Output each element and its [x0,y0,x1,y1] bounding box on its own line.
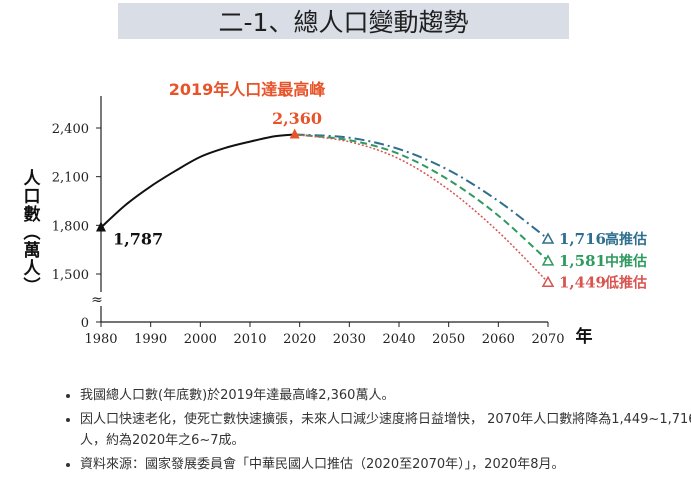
note-item: 資料來源：國家發展委員會「中華民國人口推估（2020至2070年）」，2020年… [80,454,691,475]
peak-value-label: 2,360 [272,109,322,128]
series-line-projection [294,133,549,262]
x-tick-label: 2020 [283,332,316,347]
y-axis-label-char: 人 [24,169,42,189]
projection-end-value: 1,449 [559,273,606,291]
y-axis-label-char: 數 [24,204,41,225]
series-line-projection [294,133,549,283]
notes-list: 我國總人口數(年底數)於2019年達最高峰2,360萬人。 因人口快速老化，使死… [58,385,691,478]
y-axis-label-char: ︵ [24,223,41,243]
y-axis-label-char: 人 [24,259,42,279]
projection-series-name: 中推估 [605,253,647,270]
x-tick-label: 1990 [134,332,167,347]
x-axis-label: 年 [576,326,593,347]
note-item: 因人口快速老化，使死亡數快速擴張，未來人口減少速度將日益增快， 2070年人口數… [80,409,691,451]
x-tick-label: 2040 [382,332,415,347]
x-tick-label: 2030 [333,332,366,347]
series-line-projection [294,133,549,240]
x-tick-label: 2050 [432,332,465,347]
axis-break-symbol: ≈ [91,292,103,308]
x-tick-label: 2070 [531,332,564,347]
axis-break-mask [93,292,109,306]
y-tick-label: 2,400 [52,122,89,137]
start-marker [96,221,106,232]
note-item: 我國總人口數(年底數)於2019年達最高峰2,360萬人。 [80,385,691,406]
y-tick-label: 1,500 [52,268,89,283]
x-tick-label: 1980 [84,332,117,347]
y-tick-label: 0 [81,316,89,331]
projection-series-name: 低推估 [604,274,647,291]
y-axis-label-char: 萬 [24,240,41,261]
peak-marker [289,128,300,139]
x-tick-label: 2060 [482,332,515,347]
series-line-historical [100,133,295,229]
y-axis-label-char: ︶ [24,276,41,297]
page-title: 二-1、總人口變動趨勢 [218,8,469,37]
x-tick-label: 2010 [233,332,266,347]
projection-end-marker [541,232,555,244]
peak-title-label: 2019年人口達最高峰 [169,80,327,99]
y-tick-label: 1,800 [52,219,89,234]
projection-end-value: 1,581 [559,252,606,270]
projection-end-marker [541,275,555,288]
projection-end-value: 1,716 [559,230,606,248]
projection-series-name: 高推估 [605,231,647,248]
start-value-label: 1,787 [113,229,163,248]
x-tick-label: 2000 [184,332,217,347]
page-title-banner: 二-1、總人口變動趨勢 [118,3,569,39]
population-chart: ≈0 1,500 1,800 2,100 2,400 1980 1990 2000 2010 20… [24,80,648,347]
y-tick-label: 2,100 [52,171,89,186]
y-axis-label-char: 口 [24,187,41,207]
projection-end-marker [541,254,555,266]
